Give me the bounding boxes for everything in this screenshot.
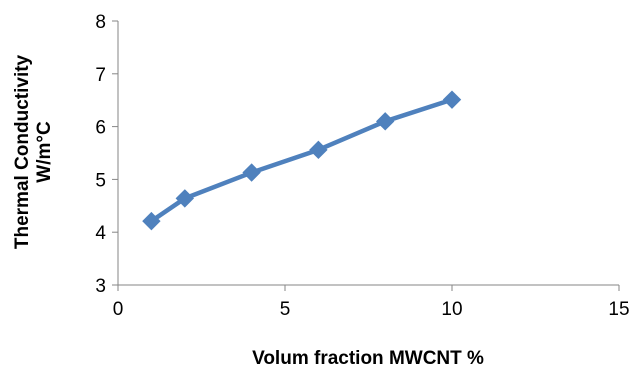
data-point-2 xyxy=(175,189,195,208)
x-tick-label-0: 0 xyxy=(113,299,124,320)
x-tick-label-5: 5 xyxy=(280,299,291,320)
y-tick-label-5: 5 xyxy=(95,170,106,191)
x-axis-title: Volum fraction MWCNT % xyxy=(252,348,484,369)
x-tick-label-15: 15 xyxy=(608,299,629,320)
axes xyxy=(117,21,619,286)
data-point-4 xyxy=(309,140,328,160)
data-point-1 xyxy=(142,211,161,231)
y-tick-label-7: 7 xyxy=(95,65,106,86)
y-tick-label-8: 8 xyxy=(95,12,106,33)
y-tick-label-3: 3 xyxy=(95,276,106,297)
series-layer xyxy=(142,90,462,231)
y-tick-label-4: 4 xyxy=(95,223,106,244)
data-point-5 xyxy=(375,112,395,131)
data-point-6 xyxy=(442,90,462,109)
y-axis-title-line-1: Thermal Conductivity xyxy=(12,54,33,249)
x-tick-label-10: 10 xyxy=(441,299,462,320)
y-axis-title-line-2: W/m°C xyxy=(34,121,55,183)
y-axis-title: Thermal Conductivity W/m°C xyxy=(12,54,55,249)
x-ticks: 0 5 10 15 xyxy=(113,285,630,320)
data-point-3 xyxy=(242,163,261,182)
y-tick-label-6: 6 xyxy=(95,118,106,139)
y-ticks: 3 4 5 6 7 8 xyxy=(95,12,118,297)
series-line xyxy=(149,97,455,224)
